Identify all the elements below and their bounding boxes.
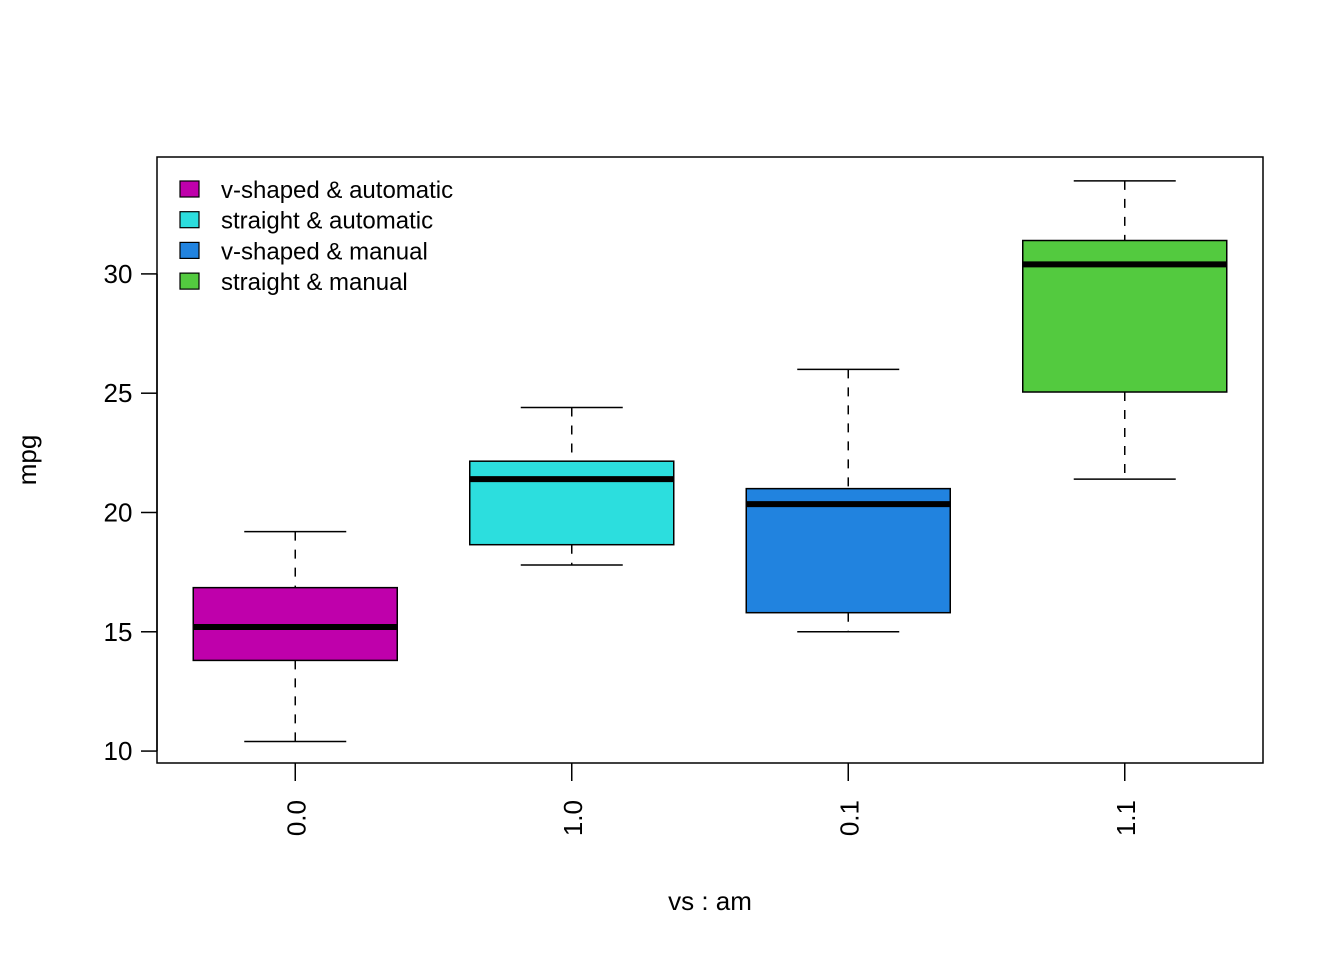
box-1.0 [469,460,675,546]
y-axis-label: mpg [12,435,42,486]
x-tick-label: 0.0 [281,800,311,836]
x-tick-label: 1.1 [1111,800,1141,836]
legend-label: straight & manual [221,269,408,296]
x-tick-label: 1.0 [558,800,588,836]
x-tick-label: 0.1 [834,800,864,836]
legend-label: v-shaped & automatic [221,177,453,204]
y-tick-label: 20 [104,497,133,527]
legend-swatch [179,272,200,290]
y-tick-label: 25 [104,378,133,408]
legend-label: straight & automatic [221,208,433,235]
x-axis-label: vs : am [668,886,752,916]
y-tick-label: 15 [104,617,133,647]
box-series [192,180,1228,743]
box-0.1 [745,487,951,614]
legend-label: v-shaped & manual [221,238,428,265]
x-axis: 0.0 1.0 0.1 1.1 [281,763,1141,836]
legend-swatch [179,241,200,259]
legend: v-shaped & automatic straight & automatic… [179,177,453,296]
y-tick-label: 10 [104,736,133,766]
legend-swatch [179,180,200,198]
y-axis: 10 15 20 25 30 [104,259,158,766]
y-tick-label: 30 [104,259,133,289]
legend-swatch [179,211,200,229]
